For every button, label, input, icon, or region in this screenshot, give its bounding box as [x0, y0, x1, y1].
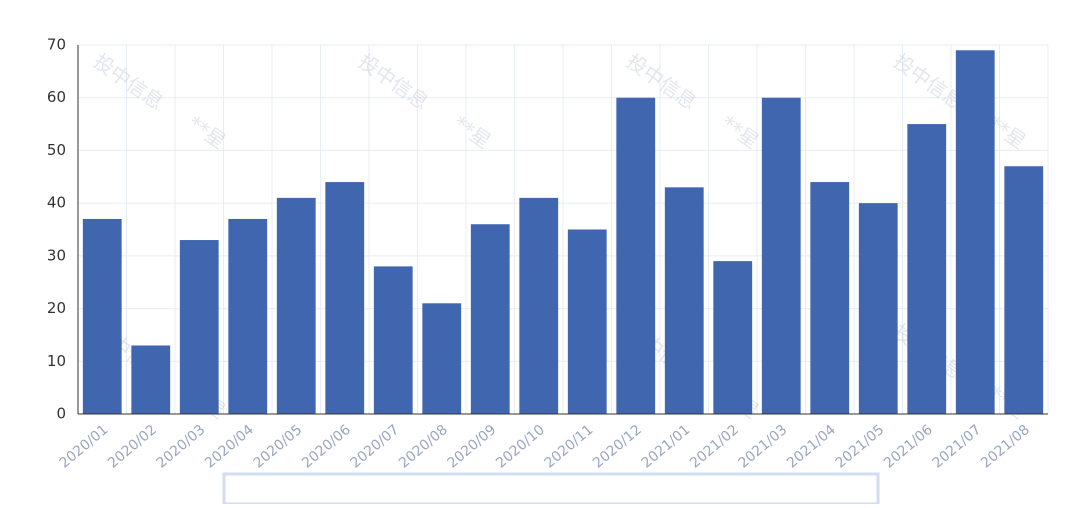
- bar: [325, 182, 365, 414]
- bar: [664, 187, 704, 414]
- y-tick-label: 10: [47, 352, 66, 370]
- watermark: 投中信息: [89, 49, 168, 115]
- bar: [519, 197, 559, 414]
- bar: [907, 124, 947, 415]
- watermark: 投中信息: [354, 49, 433, 115]
- bar: [373, 266, 413, 414]
- y-tick-label: 70: [47, 36, 66, 54]
- x-tick-label: 2021/03: [736, 422, 791, 472]
- x-tick-label: 2021/08: [978, 422, 1033, 472]
- bar: [276, 197, 316, 414]
- bar: [713, 261, 753, 414]
- bar: [616, 97, 656, 414]
- x-tick-label: 2021/04: [784, 422, 839, 472]
- y-tick-label: 20: [47, 299, 66, 317]
- bar: [761, 97, 801, 414]
- watermark: **星: [449, 111, 496, 154]
- x-tick-label: 2021/06: [881, 422, 936, 472]
- x-tick-label: 2020/03: [154, 422, 209, 472]
- x-tick-label: 2020/02: [105, 422, 160, 472]
- bar: [567, 229, 607, 414]
- bar: [179, 240, 219, 414]
- x-tick-label: 2021/02: [687, 422, 742, 472]
- x-tick-label: 2020/12: [590, 422, 645, 472]
- slider-box: [222, 472, 880, 506]
- x-tick-label: 2020/01: [57, 422, 112, 472]
- x-tick-label: 2020/08: [396, 422, 451, 472]
- y-tick-label: 0: [56, 405, 66, 423]
- x-tick-label: 2020/09: [445, 422, 500, 472]
- x-tick-label: 2020/07: [348, 422, 403, 472]
- bar: [955, 50, 995, 415]
- bar: [1004, 166, 1044, 414]
- x-tick-label: 2020/10: [493, 422, 548, 472]
- bar: [470, 224, 510, 414]
- y-tick-label: 50: [47, 141, 66, 159]
- bar: [228, 218, 268, 414]
- y-tick-label: 30: [47, 246, 66, 264]
- x-tick-label: 2021/05: [833, 422, 888, 472]
- x-tick-label: 2020/05: [251, 422, 306, 472]
- bar: [131, 345, 171, 414]
- bar: [422, 303, 462, 414]
- x-tick-label: 2020/11: [542, 422, 597, 472]
- y-tick-label: 60: [47, 88, 66, 106]
- bar: [858, 203, 898, 414]
- bar: [810, 182, 850, 414]
- x-tick-label: 2021/07: [930, 422, 985, 472]
- bar: [82, 218, 122, 414]
- x-tick-label: 2020/06: [299, 422, 354, 472]
- y-tick-label: 40: [47, 194, 66, 212]
- x-tick-label: 2021/01: [639, 422, 694, 472]
- x-tick-label: 2020/04: [202, 422, 257, 472]
